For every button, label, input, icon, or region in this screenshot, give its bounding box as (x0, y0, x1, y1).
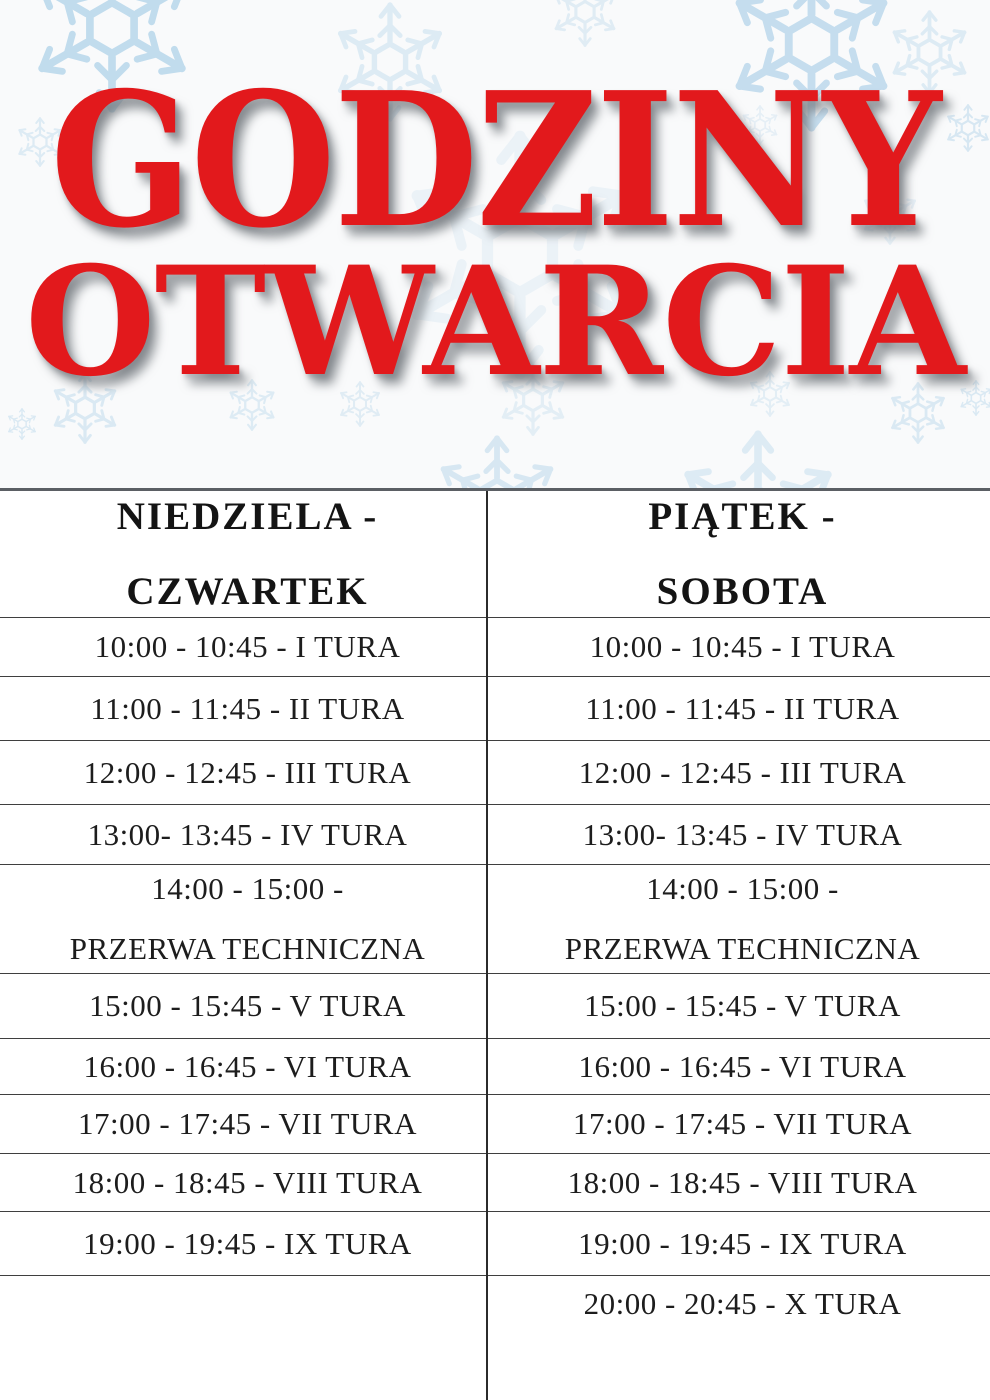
time-slot-cell: 11:00 - 11:45 - II TURA (0, 677, 495, 740)
time-slot: 11:00 - 11:45 - II TURA (90, 690, 405, 726)
time-slot-cell: 10:00 - 10:45 - I TURA (495, 618, 990, 676)
time-slot: 10:00 - 10:45 - I TURA (589, 629, 896, 664)
time-slot-cell: 10:00 - 10:45 - I TURA (0, 618, 495, 676)
schedule-row-10: 19:00 - 19:45 - IX TURA 19:00 - 19:45 - … (0, 1211, 990, 1275)
time-slot: PRZERWA TECHNICZNA (69, 931, 426, 966)
schedule-row-8: 17:00 - 17:45 - VII TURA 17:00 - 17:45 -… (0, 1094, 990, 1153)
empty-cell (0, 1276, 495, 1400)
time-slot: 19:00 - 19:45 - IX TURA (578, 1225, 907, 1261)
time-slot: 17:00 - 17:45 - VII TURA (573, 1106, 912, 1141)
time-slot: 12:00 - 12:45 - III TURA (578, 754, 907, 790)
schedule-table: NIEDZIELA - CZWARTEK PIĄTEK - SOBOTA 10:… (0, 488, 990, 1400)
schedule-row-6: 15:00 - 15:45 - V TURA 15:00 - 15:45 - V… (0, 973, 990, 1038)
time-slot-cell: 12:00 - 12:45 - III TURA (495, 741, 990, 804)
time-slot-cell: 15:00 - 15:45 - V TURA (0, 974, 495, 1038)
header-line: CZWARTEK (126, 570, 369, 613)
schedule-row-7: 16:00 - 16:45 - VI TURA 16:00 - 16:45 - … (0, 1038, 990, 1094)
time-slot-cell: 13:00- 13:45 - IV TURA (495, 805, 990, 864)
time-slot: 14:00 - 15:00 - (646, 871, 839, 906)
schedule-row-3: 12:00 - 12:45 - III TURA 12:00 - 12:45 -… (0, 740, 990, 804)
time-slot: 11:00 - 11:45 - II TURA (585, 690, 900, 726)
time-slot: 15:00 - 15:45 - V TURA (584, 988, 901, 1023)
time-slot-cell: 17:00 - 17:45 - VII TURA (0, 1095, 495, 1153)
time-slot-cell: 19:00 - 19:45 - IX TURA (495, 1212, 990, 1275)
time-slot: 19:00 - 19:45 - IX TURA (83, 1225, 412, 1261)
column-header-fri-sat: PIĄTEK - SOBOTA (495, 491, 990, 617)
schedule-row-4: 13:00- 13:45 - IV TURA 13:00- 13:45 - IV… (0, 804, 990, 864)
time-slot-cell: 17:00 - 17:45 - VII TURA (495, 1095, 990, 1153)
technical-break-cell: 14:00 - 15:00 - PRZERWA TECHNICZNA (495, 865, 990, 973)
time-slot-cell: 11:00 - 11:45 - II TURA (495, 677, 990, 740)
time-slot: PRZERWA TECHNICZNA (564, 931, 921, 966)
snowflake-icon (6, 408, 38, 440)
column-header-sun-thu: NIEDZIELA - CZWARTEK (0, 491, 495, 617)
time-slot: 16:00 - 16:45 - VI TURA (83, 1048, 412, 1084)
schedule-row-break: 14:00 - 15:00 - PRZERWA TECHNICZNA 14:00… (0, 864, 990, 973)
time-slot-cell: 18:00 - 18:45 - VIII TURA (495, 1154, 990, 1211)
time-slot: 10:00 - 10:45 - I TURA (94, 629, 401, 664)
time-slot: 12:00 - 12:45 - III TURA (83, 754, 412, 790)
time-slot: 18:00 - 18:45 - VIII TURA (72, 1164, 423, 1200)
time-slot: 13:00- 13:45 - IV TURA (87, 816, 408, 852)
time-slot: 17:00 - 17:45 - VII TURA (78, 1106, 417, 1141)
time-slot: 15:00 - 15:45 - V TURA (89, 988, 406, 1023)
schedule-row-1: 10:00 - 10:45 - I TURA 10:00 - 10:45 - I… (0, 617, 990, 676)
header-line: PIĄTEK - (648, 495, 837, 538)
header-line: NIEDZIELA - (116, 495, 379, 538)
title-line-2: OTWARCIA (24, 234, 966, 410)
time-slot: 20:00 - 20:45 - X TURA (583, 1286, 902, 1321)
time-slot-cell: 16:00 - 16:45 - VI TURA (0, 1039, 495, 1094)
time-slot: 14:00 - 15:00 - (151, 871, 344, 906)
time-slot-cell: 16:00 - 16:45 - VI TURA (495, 1039, 990, 1094)
technical-break-cell: 14:00 - 15:00 - PRZERWA TECHNICZNA (0, 865, 495, 973)
poster-title: GODZINY OTWARCIA (0, 40, 990, 402)
time-slot-cell: 18:00 - 18:45 - VIII TURA (0, 1154, 495, 1211)
time-slot-cell: 19:00 - 19:45 - IX TURA (0, 1212, 495, 1275)
title-line-1: GODZINY (50, 51, 941, 269)
time-slot: 13:00- 13:45 - IV TURA (582, 816, 903, 852)
header-line: SOBOTA (656, 570, 829, 613)
time-slot-cell: 15:00 - 15:45 - V TURA (495, 974, 990, 1038)
table-header-row: NIEDZIELA - CZWARTEK PIĄTEK - SOBOTA (0, 491, 990, 617)
time-slot: 18:00 - 18:45 - VIII TURA (567, 1164, 918, 1200)
time-slot: 16:00 - 16:45 - VI TURA (578, 1048, 907, 1084)
schedule-row-9: 18:00 - 18:45 - VIII TURA 18:00 - 18:45 … (0, 1153, 990, 1211)
time-slot-cell: 20:00 - 20:45 - X TURA (495, 1276, 990, 1400)
column-divider (486, 491, 488, 1400)
time-slot-cell: 13:00- 13:45 - IV TURA (0, 805, 495, 864)
schedule-row-11: 20:00 - 20:45 - X TURA (0, 1275, 990, 1400)
schedule-row-2: 11:00 - 11:45 - II TURA 11:00 - 11:45 - … (0, 676, 990, 740)
time-slot-cell: 12:00 - 12:45 - III TURA (0, 741, 495, 804)
